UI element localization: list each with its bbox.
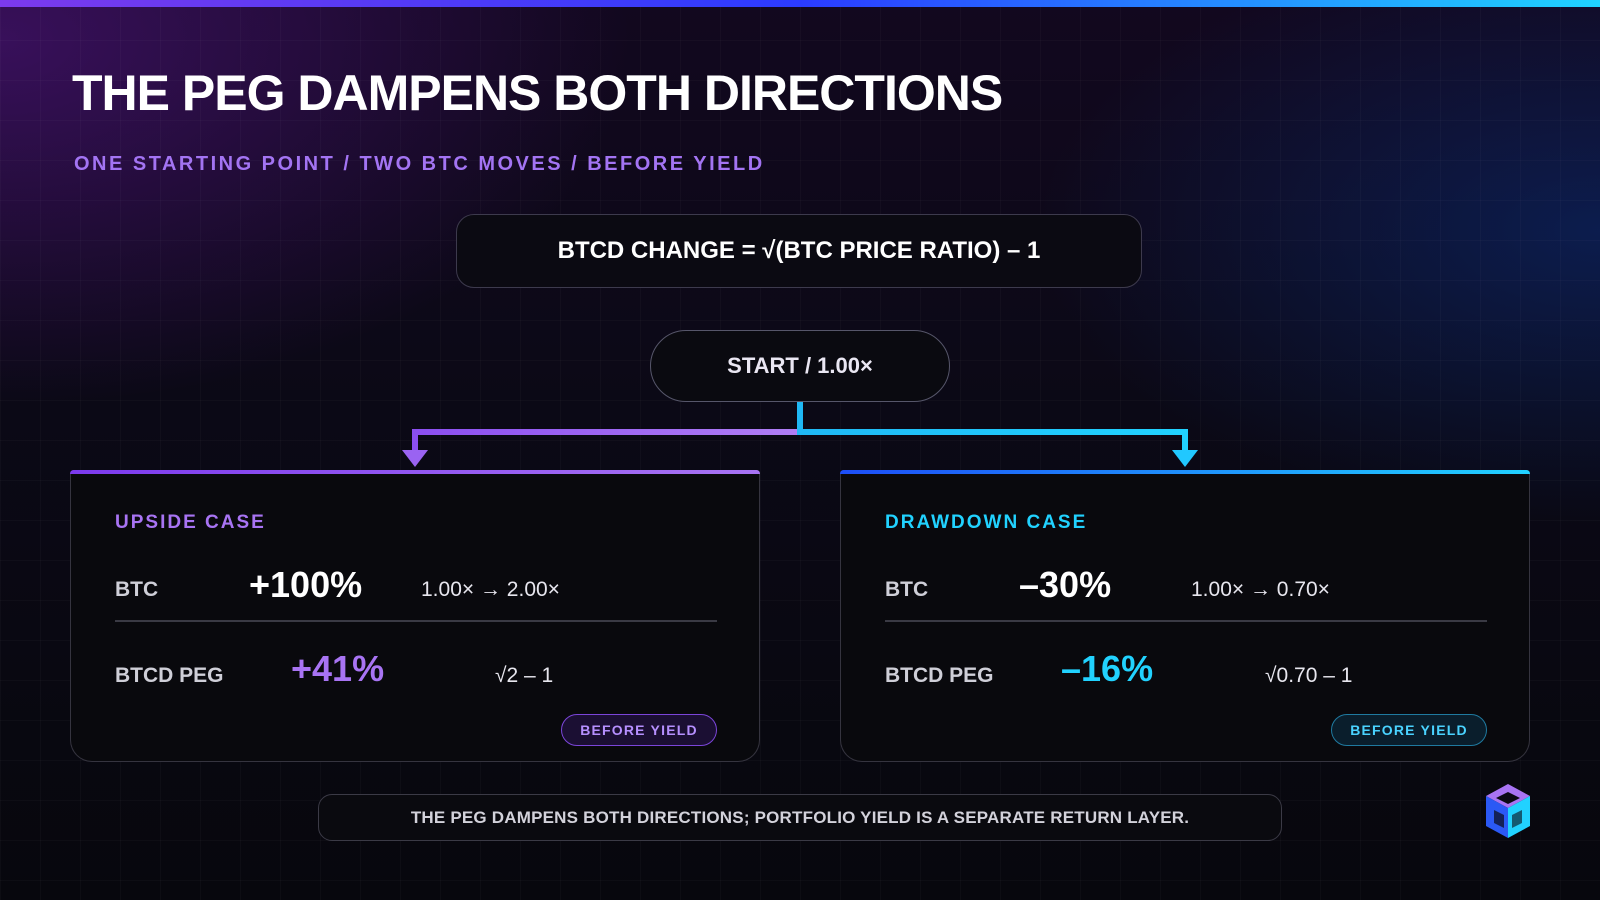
upside-peg-formula: √2 – 1	[495, 664, 554, 687]
branch-connector	[402, 402, 1198, 467]
formula-box: BTCD CHANGE = √(BTC PRICE RATIO) – 1	[456, 214, 1142, 288]
drawdown-peg-formula: √0.70 – 1	[1265, 664, 1353, 687]
left-branch-arrow	[402, 450, 428, 467]
upside-before-yield-badge: BEFORE YIELD	[561, 714, 717, 746]
start-node: START / 1.00×	[650, 330, 950, 402]
footer-text: THE PEG DAMPENS BOTH DIRECTIONS; PORTFOL…	[410, 807, 1190, 827]
right-branch-line	[797, 402, 1188, 452]
drawdown-btc-label: BTC	[885, 578, 929, 601]
upside-accent-bar	[70, 470, 760, 477]
formula-text: BTCD CHANGE = √(BTC PRICE RATIO) – 1	[557, 237, 1041, 264]
drawdown-accent-bar	[840, 470, 1530, 477]
upside-peg-change: +41%	[291, 648, 385, 689]
drawdown-peg-change: –16%	[1061, 648, 1154, 689]
drawdown-case-title: DRAWDOWN CASE	[885, 512, 1088, 533]
page-subtitle: ONE STARTING POINT / TWO BTC MOVES / BEF…	[74, 153, 765, 175]
drawdown-case-card: DRAWDOWN CASE BTC –30% 1.00× → 0.70× BTC…	[840, 474, 1530, 762]
upside-btc-label: BTC	[115, 578, 159, 601]
drawdown-badge-label: BEFORE YIELD	[1350, 722, 1468, 738]
top-gradient-bar	[0, 0, 1600, 7]
upside-divider	[115, 620, 717, 622]
upside-badge-label: BEFORE YIELD	[580, 722, 698, 738]
page-title: THE PEG DAMPENS BOTH DIRECTIONS	[72, 65, 1003, 121]
upside-peg-label: BTCD PEG	[115, 664, 224, 687]
right-branch-arrow	[1172, 450, 1198, 467]
upside-btc-change: +100%	[249, 564, 363, 605]
upside-btc-ratio: 1.00× → 2.00×	[421, 578, 560, 601]
drawdown-btc-ratio: 1.00× → 0.70×	[1191, 578, 1330, 601]
drawdown-divider	[885, 620, 1487, 622]
drawdown-before-yield-badge: BEFORE YIELD	[1331, 714, 1487, 746]
footer-note: THE PEG DAMPENS BOTH DIRECTIONS; PORTFOL…	[318, 794, 1282, 841]
upside-case-title: UPSIDE CASE	[115, 512, 266, 533]
upside-case-card: UPSIDE CASE BTC +100% 1.00× → 2.00× BTCD…	[70, 474, 760, 762]
start-label: START / 1.00×	[727, 353, 873, 378]
cube-logo-icon	[1486, 784, 1530, 838]
drawdown-peg-label: BTCD PEG	[885, 664, 994, 687]
left-branch-line	[412, 429, 800, 452]
drawdown-btc-change: –30%	[1019, 564, 1112, 605]
